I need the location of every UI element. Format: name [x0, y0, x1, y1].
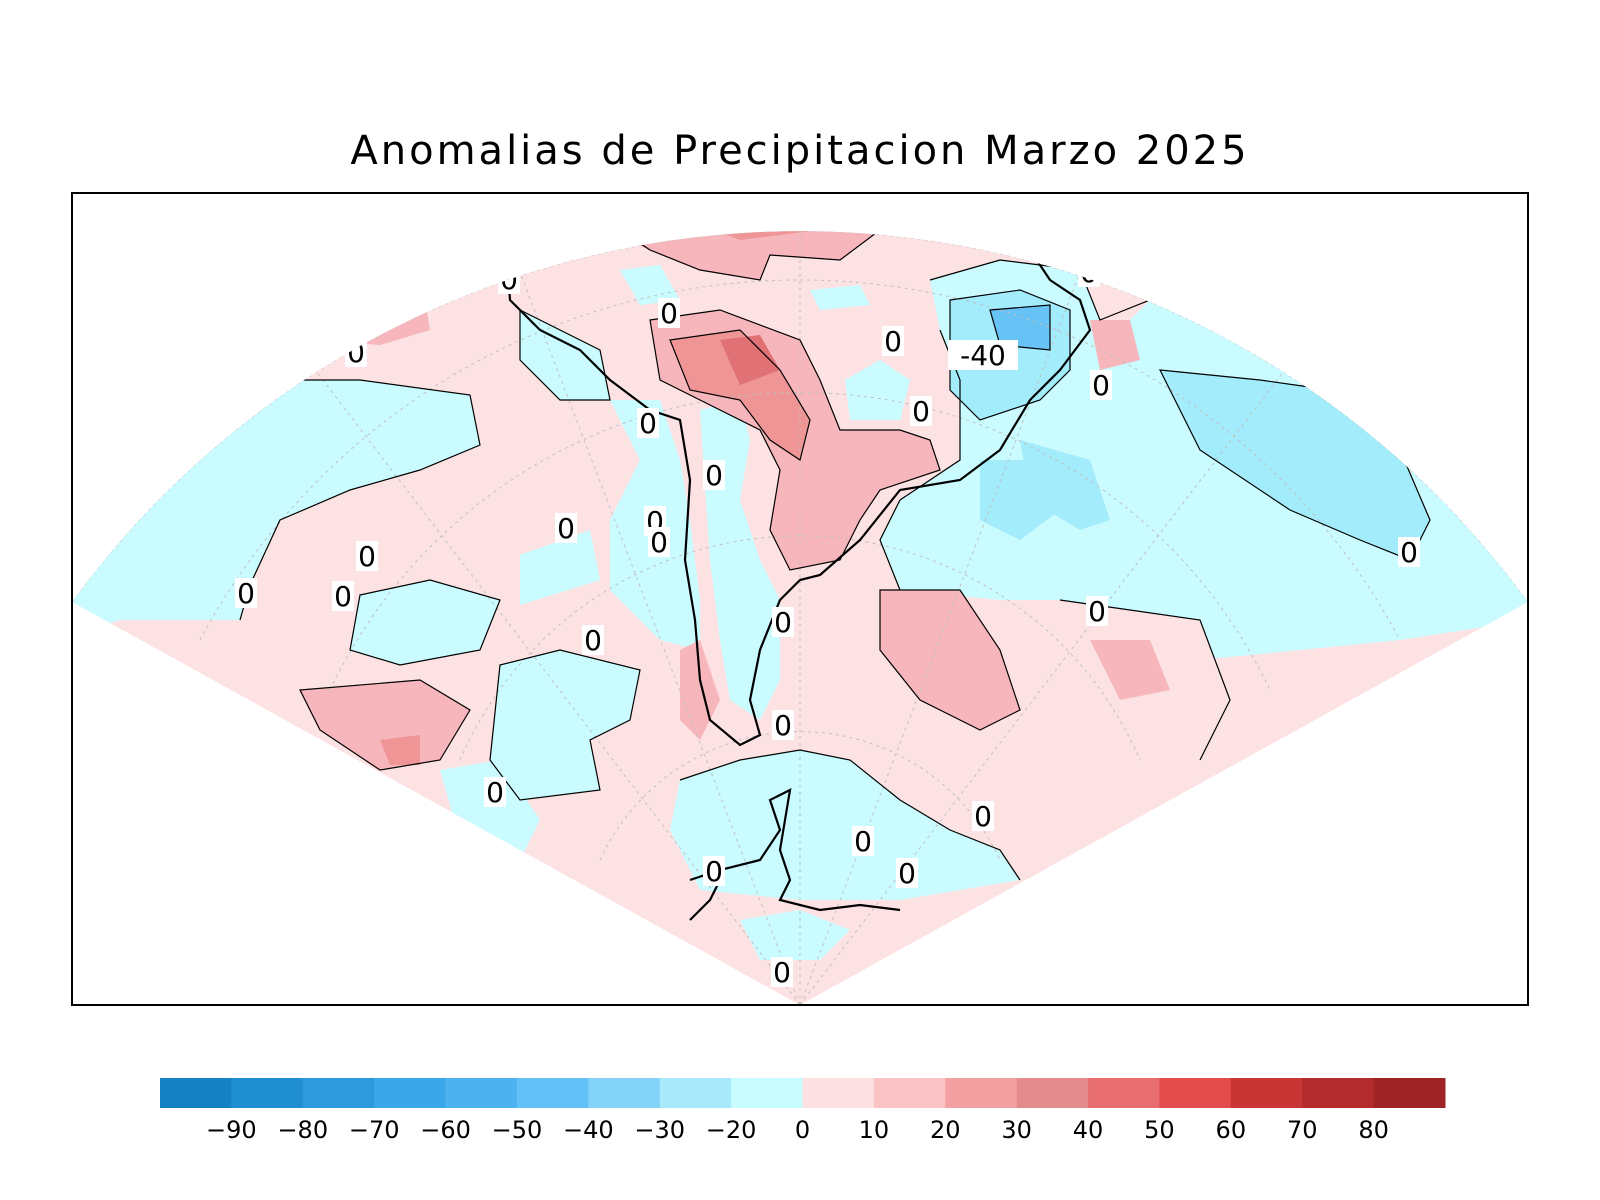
map-frame [71, 192, 1529, 1006]
positive-region-pacific-north [300, 270, 430, 345]
colorbar-tick-label: 40 [1073, 1116, 1104, 1144]
contour-label: 0 [705, 855, 723, 888]
contour-label: 0 [774, 709, 792, 742]
colorbar-tick-label: −30 [634, 1116, 685, 1144]
colorbar-tick-label: 80 [1358, 1116, 1389, 1144]
colorbar-segment [731, 1078, 803, 1108]
negative-region-atlantic-moderate [1160, 370, 1430, 560]
colorbar-tick-label: 70 [1287, 1116, 1318, 1144]
map-domain: 0 0 0 0 0 0 0 0 0 0 0 0 0 0 [72, 231, 1528, 1006]
colorbar-segment [1159, 1078, 1232, 1108]
graticule [72, 231, 1528, 1006]
contour-label: 0 [1235, 301, 1253, 334]
colorbar-tick-label: 50 [1144, 1116, 1175, 1144]
colorbar: −90 −80 −70 −60 −50 −40 −30 −20 0 10 20 30 40 50 60 70 8… [160, 1078, 1446, 1144]
colorbar-tick-label: −70 [349, 1116, 400, 1144]
positive-region-amazon-dark [720, 335, 780, 385]
contour-label-group: 0 0 0 0 0 0 0 0 0 0 0 0 0 0 [235, 256, 1420, 989]
colorbar-segment [445, 1078, 518, 1108]
contour-label: 0 [500, 263, 518, 296]
negative-region-pacific-central [490, 650, 640, 800]
colorbar-tick-label: 30 [1001, 1116, 1032, 1144]
contour-label: 0 [1088, 595, 1106, 628]
negative-region-brazil-strong [990, 305, 1050, 350]
colorbar-segment [160, 1078, 232, 1108]
colorbar-segment [1016, 1078, 1089, 1108]
colorbar-tick-label: −60 [420, 1116, 471, 1144]
contour-label: 0 [898, 857, 916, 890]
contour-label-minus-40: -40 [960, 339, 1006, 372]
contour-label: 0 [912, 395, 930, 428]
contour-label: 0 [639, 407, 657, 440]
contour-label: 0 [650, 526, 668, 559]
contour-label: 0 [854, 825, 872, 858]
negative-region-amazon-patch [620, 265, 680, 305]
colorbar-tick-label: 0 [795, 1116, 810, 1144]
contour-label: 0 [347, 336, 365, 369]
colorbar-tick-label: 20 [930, 1116, 961, 1144]
colorbar-segment [873, 1078, 946, 1108]
colorbar-segment [588, 1078, 661, 1108]
contour-label: 0 [1400, 536, 1418, 569]
negative-region-brazil-east [1020, 440, 1110, 530]
positive-region-south-atlantic-west [880, 590, 1020, 730]
colorbar-segment [1302, 1078, 1375, 1108]
contour-label: 0 [1092, 369, 1110, 402]
colorbar-tick-label: −50 [492, 1116, 543, 1144]
contour-label: 0 [237, 577, 255, 610]
colorbar-tick-label: −40 [563, 1116, 614, 1144]
contour-label: 0 [773, 956, 791, 989]
contour-label: 0 [660, 297, 678, 330]
colorbar-tick-label: −20 [706, 1116, 757, 1144]
colorbar-tick-label: 10 [859, 1116, 890, 1144]
colorbar-segment [1230, 1078, 1303, 1108]
positive-region-south-atlantic-east [1090, 640, 1170, 700]
negative-region-pacific-south [350, 580, 500, 665]
positive-region-amazon-strong [670, 330, 810, 460]
negative-region-antarctic-peninsula [670, 750, 1020, 900]
negative-region-antarctic-south [740, 910, 850, 960]
contour-label: 0 [358, 540, 376, 573]
colorbar-tick-label: 60 [1216, 1116, 1247, 1144]
positive-region-pacific-south-strong [380, 735, 420, 765]
colorbar-segment [302, 1078, 375, 1108]
colorbar-segment [1373, 1078, 1446, 1108]
negative-region-peru [520, 310, 610, 400]
colorbar-tick-label: −90 [206, 1116, 257, 1144]
contour-label: 0 [705, 459, 723, 492]
contour-label: 0 [774, 606, 792, 639]
contour-label: 0 [584, 624, 602, 657]
map-title: Anomalias de Precipitacion Marzo 2025 [350, 128, 1250, 174]
colorbar-segment [374, 1078, 447, 1108]
positive-region-nordeste [1090, 320, 1140, 370]
colorbar-segment [802, 1078, 875, 1108]
colorbar-segment [231, 1078, 304, 1108]
positive-region-patagonia [680, 640, 720, 740]
colorbar-segment [659, 1078, 732, 1108]
positive-region-pacific-south [300, 680, 470, 770]
colorbar-segment [516, 1078, 589, 1108]
colorbar-segment [1088, 1078, 1160, 1108]
contour-label: 0 [557, 512, 575, 545]
contour-label: 0 [486, 776, 504, 809]
negative-region-colombia [810, 285, 870, 310]
contour-label: 0 [884, 325, 902, 358]
colorbar-segment [945, 1078, 1018, 1108]
contour-label: 0 [334, 580, 352, 613]
negative-region-bolivia [845, 360, 910, 420]
contour-label: 0 [974, 800, 992, 833]
negative-region-pacific-patch [520, 530, 600, 605]
colorbar-tick-label: −80 [277, 1116, 328, 1144]
contour-label: 0 [1080, 256, 1098, 289]
